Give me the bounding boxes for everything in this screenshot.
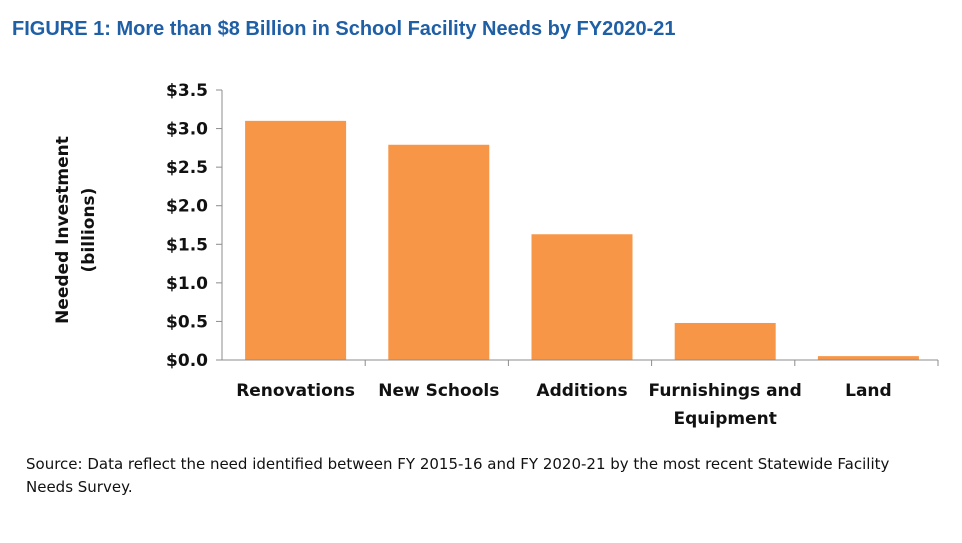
bar bbox=[817, 356, 919, 360]
y-tick-label: $3.5 bbox=[166, 81, 208, 101]
bar bbox=[674, 322, 776, 360]
y-tick-label: $1.0 bbox=[166, 274, 208, 294]
y-axis-label: Needed Investment (billions) bbox=[53, 136, 99, 324]
bar bbox=[245, 120, 347, 360]
y-axis-title: Needed Investment (billions) bbox=[53, 136, 99, 324]
category-label: Renovations bbox=[236, 381, 355, 401]
y-axis-ticks: $0.0 $0.5 $1.0 $1.5 $2.0 $2.5 $3.0 $3.5 bbox=[166, 81, 222, 371]
category-label: Furnishings and Equipment bbox=[649, 381, 802, 429]
y-tick-label: $1.5 bbox=[166, 235, 208, 255]
bars bbox=[245, 120, 919, 360]
bar bbox=[531, 234, 633, 360]
chart-title: FIGURE 1: More than $8 Billion in School… bbox=[12, 18, 676, 40]
y-tick-label: $2.5 bbox=[166, 158, 208, 178]
bar bbox=[388, 144, 490, 360]
y-tick-label: $3.0 bbox=[166, 120, 208, 140]
category-label: Land bbox=[845, 381, 892, 401]
y-tick-label: $2.0 bbox=[166, 197, 208, 217]
x-axis-categories: Renovations New Schools Additions Furnishin… bbox=[236, 360, 939, 429]
y-tick-label: $0.0 bbox=[166, 351, 208, 371]
y-tick-label: $0.5 bbox=[166, 312, 208, 332]
source-note: Source: Data reflect the need identified… bbox=[26, 455, 890, 496]
category-label: Additions bbox=[536, 381, 627, 401]
bar-chart: Needed Investment (billions) $0.0 $0.5 $1.0… bbox=[53, 81, 939, 429]
category-label: New Schools bbox=[378, 381, 499, 401]
